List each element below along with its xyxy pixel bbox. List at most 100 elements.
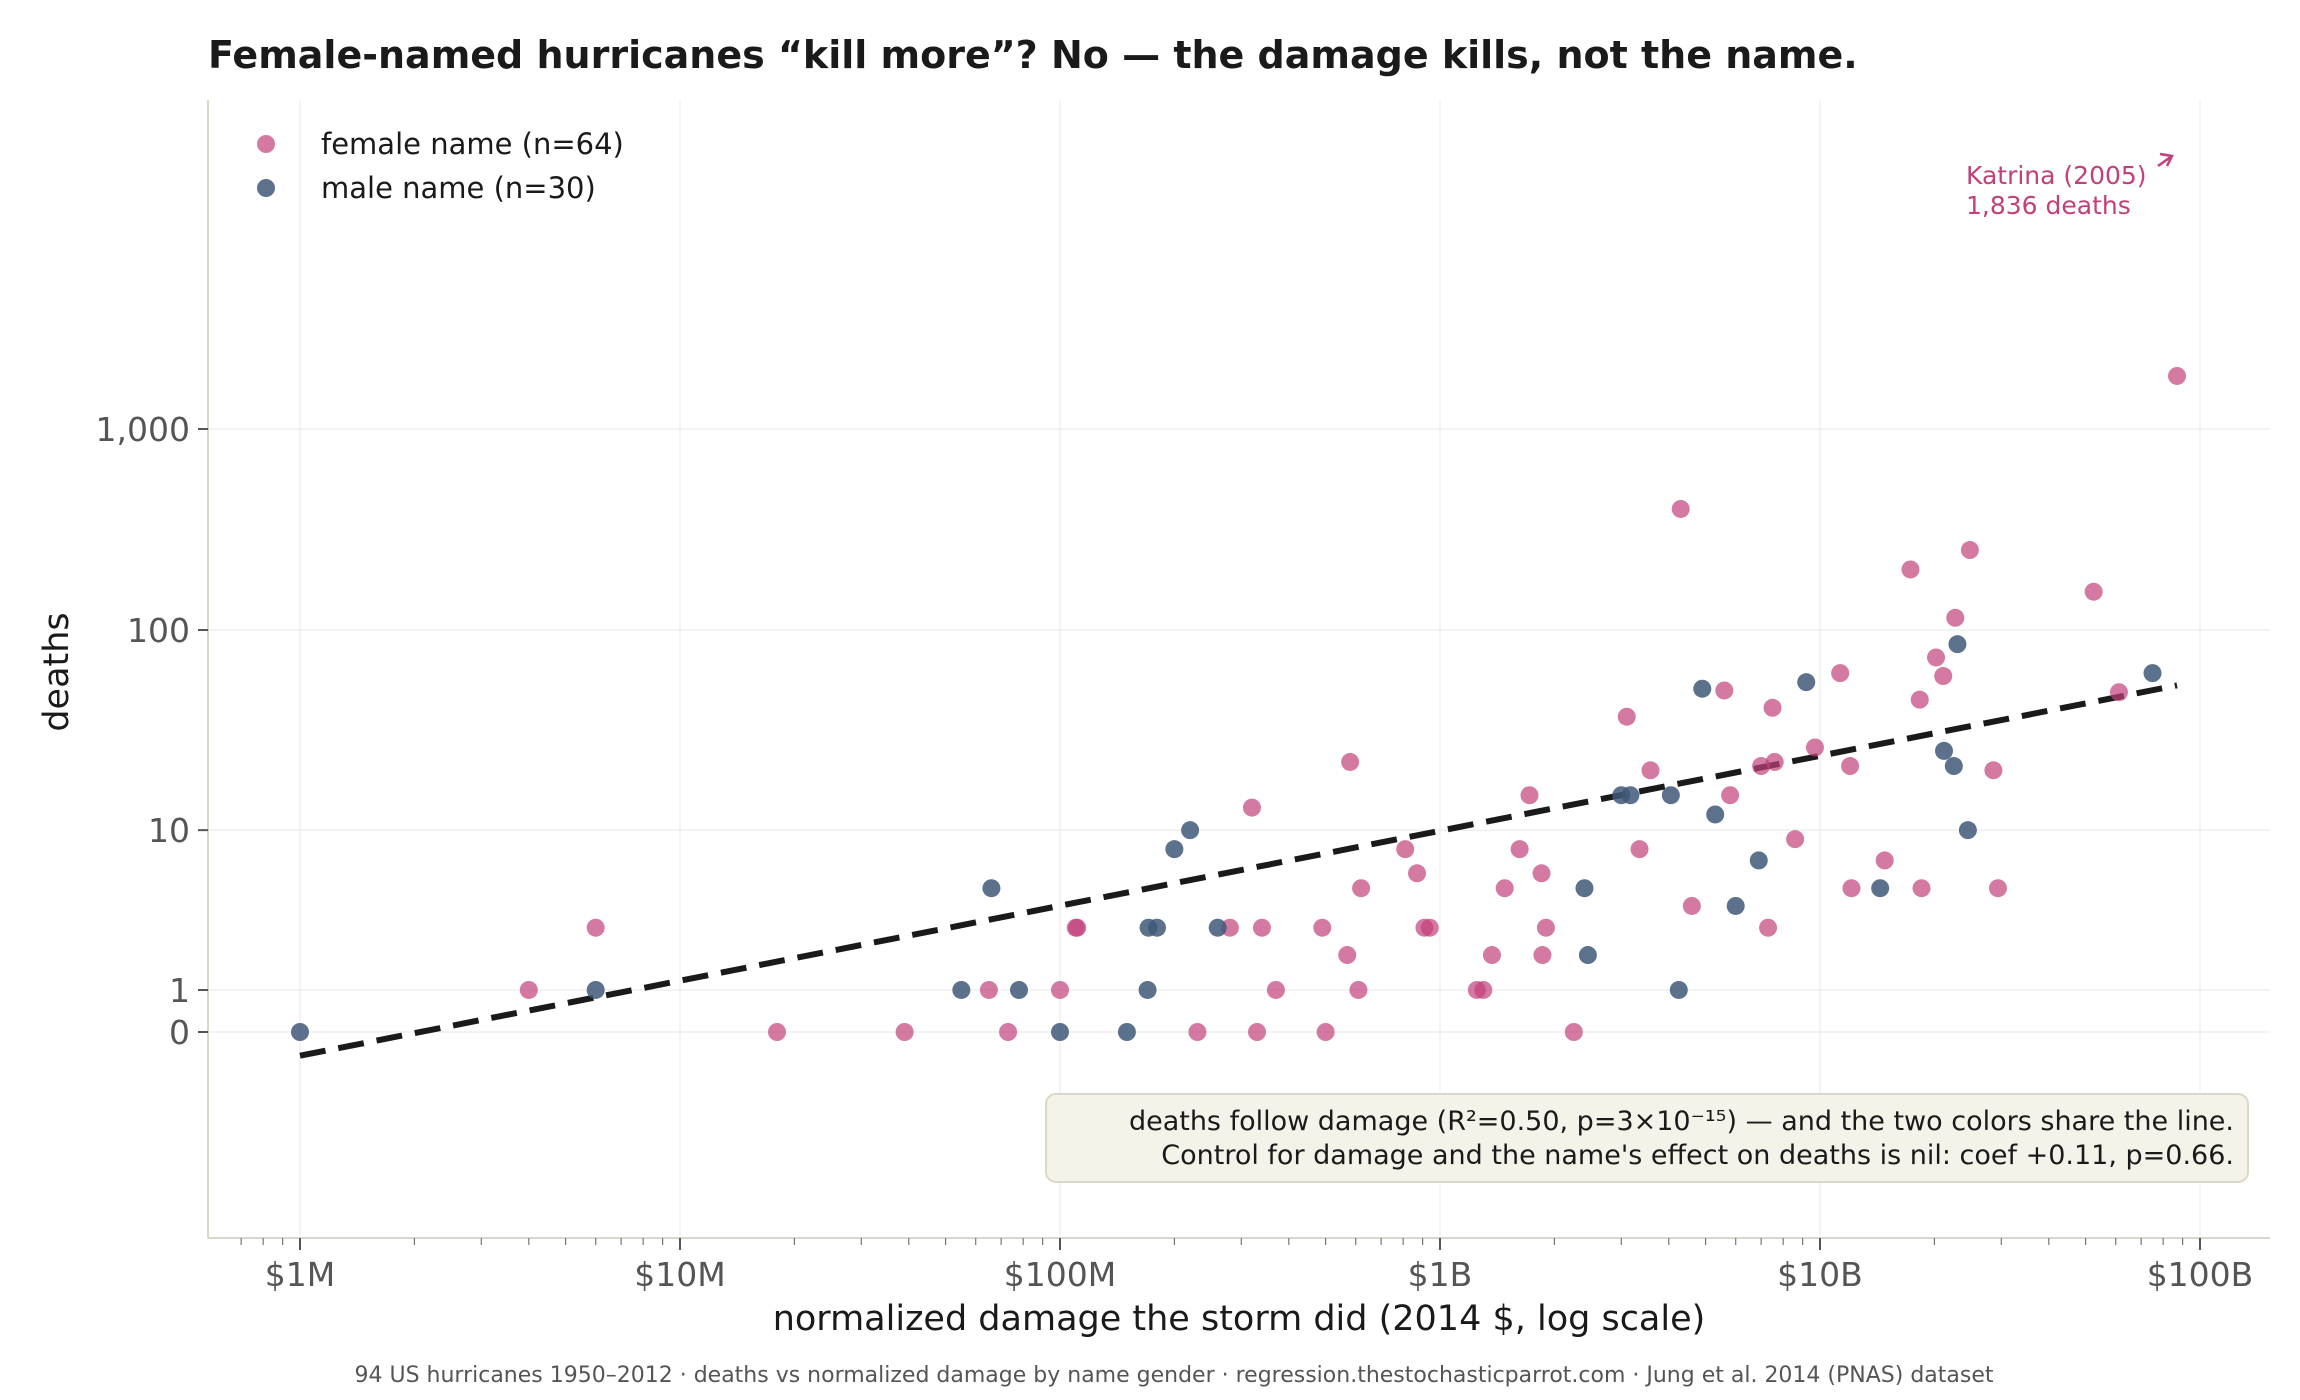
female-hurricane-point-53 [1901, 560, 1920, 579]
legend-marker-male [257, 179, 275, 197]
female-hurricane-point-64 [2168, 366, 2187, 385]
female-hurricane-point-63 [2109, 683, 2128, 702]
male-hurricane-point-18 [1661, 786, 1680, 805]
male-hurricane-point-15 [1578, 946, 1597, 965]
female-hurricane-point-5 [979, 980, 998, 999]
katrina-arrowhead [2159, 152, 2174, 167]
female-hurricane-point-27 [1474, 980, 1493, 999]
female-hurricane-point-45 [1763, 698, 1782, 717]
female-hurricane-point-37 [1630, 840, 1649, 859]
female-hurricane-point-22 [1396, 840, 1415, 859]
y-ticks: 01 10 100 1,000 [96, 410, 208, 1052]
female-hurricane-point-29 [1495, 879, 1514, 898]
female-hurricane-point-48 [1805, 738, 1824, 757]
female-hurricane-point-10 [1188, 1023, 1207, 1041]
katrina-arrow [2157, 154, 2173, 168]
male-hurricane-point-17 [1621, 786, 1640, 805]
male-hurricane-point-24 [1797, 673, 1816, 692]
note-box-line-2: Control for damage and the name's effect… [1161, 1140, 2234, 1171]
male-hurricane-point-23 [1749, 851, 1768, 870]
female-hurricane-point-14 [1252, 918, 1271, 937]
female-hurricane-point-17 [1316, 1023, 1335, 1041]
female-hurricane-point-36 [1617, 707, 1636, 726]
female-hurricane-point-21 [1352, 879, 1371, 898]
y-tick-label-100: 100 [127, 611, 190, 650]
male-hurricane-point-4 [982, 879, 1001, 898]
male-hurricane-point-28 [1948, 635, 1967, 654]
male-hurricane-point-6 [1051, 1023, 1069, 1041]
female-hurricane-point-49 [1831, 664, 1850, 683]
female-hurricane-point-23 [1408, 864, 1427, 883]
male-hurricane-point-20 [1693, 679, 1712, 698]
female-hurricane-point-41 [1715, 681, 1734, 700]
trend-line [299, 682, 2178, 1059]
axes [207, 100, 2270, 1239]
female-hurricane-point-42 [1721, 786, 1740, 805]
female-hurricane-point-12 [1242, 798, 1261, 817]
regression-line [299, 682, 2178, 1059]
female-hurricane-point-20 [1349, 980, 1368, 999]
female-hurricane-point-16 [1313, 918, 1332, 937]
male-hurricane-point-2 [586, 980, 605, 999]
note-box-line-1: deaths follow damage (R²=0.50, p=3×10⁻¹⁵… [1129, 1106, 2234, 1137]
female-hurricane-point-60 [1984, 761, 2003, 780]
female-hurricane-point-15 [1266, 980, 1285, 999]
female-hurricane-point-56 [1927, 648, 1946, 667]
male-hurricane-point-3 [952, 980, 971, 999]
female-hurricane-point-13 [1248, 1023, 1267, 1041]
female-hurricane-point-51 [1842, 879, 1861, 898]
female-hurricane-point-34 [1536, 918, 1555, 937]
female-hurricane-point-61 [1988, 879, 2007, 898]
female-hurricane-point-52 [1875, 851, 1894, 870]
male-hurricane-point-11 [1165, 840, 1184, 859]
female-hurricane-point-47 [1786, 830, 1805, 849]
female-hurricane-point-44 [1759, 918, 1778, 937]
female-hurricane-point-19 [1341, 752, 1360, 771]
female-hurricane-point-18 [1338, 946, 1357, 965]
male-hurricane-point-14 [1575, 879, 1594, 898]
male-hurricane-point-22 [1726, 896, 1745, 915]
female-hurricane-point-62 [2084, 582, 2103, 601]
legend-label-female: female name (n=64) [321, 127, 624, 161]
male-hurricane-point-12 [1181, 821, 1200, 840]
female-hurricane-point-30 [1510, 840, 1529, 859]
female-hurricane-point-40 [1682, 896, 1701, 915]
female-hurricane-point-57 [1934, 667, 1953, 686]
female-hurricane-point-25 [1420, 918, 1439, 937]
female-hurricane-point-31 [1520, 786, 1539, 805]
x-axis-label: normalized damage the storm did (2014 $,… [773, 1299, 1706, 1339]
female-hurricane-point-39 [1671, 499, 1690, 518]
legend-marker-female [257, 135, 275, 153]
female-hurricane-point-50 [1841, 757, 1860, 776]
y-tick-label-1: 1 [169, 971, 190, 1010]
katrina-annotation: Katrina (2005) 1,836 deaths [1966, 152, 2174, 220]
male-hurricane-point-10 [1148, 918, 1167, 937]
female-hurricane-point-32 [1532, 864, 1551, 883]
female-hurricane-point-9 [1068, 918, 1087, 937]
katrina-annotation-deaths: 1,836 deaths [1966, 191, 2131, 220]
female-hurricane-point-46 [1765, 752, 1784, 771]
female-hurricane-point-28 [1482, 946, 1501, 965]
female-hurricane-point-35 [1564, 1023, 1583, 1041]
x-tick-label-10m: $10M [634, 1255, 725, 1294]
series-male [291, 635, 2162, 1041]
grid [208, 100, 2270, 1238]
legend: female name (n=64) male name (n=30) [257, 127, 624, 205]
female-hurricane-point-33 [1533, 946, 1552, 965]
x-tick-label-100b: $100B [2147, 1255, 2254, 1294]
y-tick-label-10: 10 [148, 811, 190, 850]
series-female [519, 366, 2187, 1041]
female-hurricane-point-7 [1051, 980, 1069, 999]
note-box-background [1045, 1093, 2249, 1183]
male-hurricane-point-29 [1958, 821, 1977, 840]
male-hurricane-point-13 [1208, 918, 1227, 937]
male-hurricane-point-30 [2143, 664, 2162, 683]
female-hurricane-point-54 [1910, 690, 1929, 709]
y-tick-label-0: 0 [169, 1013, 190, 1052]
male-hurricane-point-1 [291, 1023, 309, 1041]
male-hurricane-point-7 [1117, 1023, 1136, 1041]
data-points [291, 366, 2187, 1041]
x-tick-label-100m: $100M [1004, 1255, 1116, 1294]
x-ticks: $1M $10M $100M $1B $10B $100B [265, 1238, 2254, 1294]
female-hurricane-point-38 [1641, 761, 1660, 780]
